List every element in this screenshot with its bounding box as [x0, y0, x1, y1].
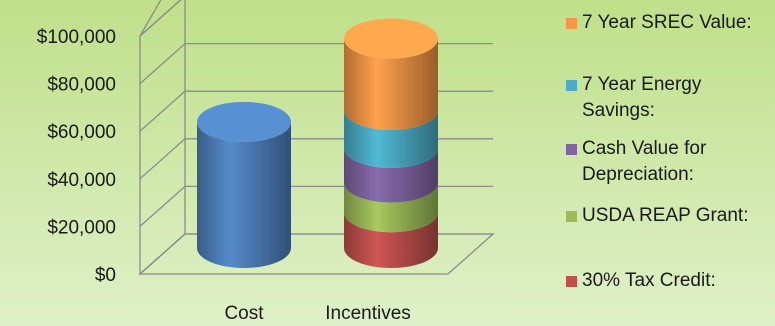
bar-incentives-energy-savings	[344, 109, 438, 169]
legend-swatch-energy-savings	[566, 80, 577, 91]
x-axis: Cost Incentives	[224, 303, 410, 324]
gridline	[139, 0, 182, 37]
legend-label-srec: 7 Year SREC Value:	[582, 12, 752, 33]
bar-cost-body	[197, 121, 291, 268]
bar-incentives-depreciation-body	[344, 148, 438, 203]
bar-incentives-srec	[344, 18, 438, 130]
y-axis: $0 $20,000 $40,000 $60,000 $80,000 $100,000	[37, 27, 116, 286]
side-wall-edge	[139, 0, 162, 37]
y-tick-label: $0	[95, 265, 116, 286]
legend-label-energy-savings: 7 Year Energy Savings:	[582, 74, 702, 121]
bar-incentives-depreciation	[344, 148, 438, 203]
legend-label-reap-grant: USDA REAP Grant:	[582, 205, 749, 226]
bar-incentives-srec-top	[344, 18, 438, 59]
legend: 7 Year SREC Value: 7 Year Energy Savings…	[566, 0, 775, 326]
legend-label-depreciation: Cash Value for Depreciation:	[582, 138, 707, 185]
legend-swatch-depreciation	[566, 144, 577, 155]
x-category-label: Incentives	[325, 303, 411, 324]
bar-incentives-tax-credit-body	[344, 212, 438, 268]
y-tick-label: $40,000	[47, 170, 116, 191]
legend-swatch-reap-grant	[566, 211, 577, 222]
y-tick-label: $60,000	[47, 122, 116, 143]
bars	[197, 18, 438, 268]
x-category-label: Cost	[224, 303, 264, 324]
legend-label-tax-credit: 30% Tax Credit:	[582, 270, 716, 291]
y-tick-label: $20,000	[47, 217, 116, 238]
y-tick-label: $80,000	[47, 75, 116, 96]
bar-incentives-srec-body	[344, 38, 438, 130]
bar-incentives-tax-credit	[344, 212, 438, 268]
y-tick-label: $100,000	[37, 27, 116, 48]
bar-incentives-reap-grant-body	[344, 182, 438, 233]
bar-cost-top	[197, 101, 291, 142]
legend-swatch-tax-credit	[566, 276, 577, 287]
bar-cost	[197, 101, 291, 268]
bar-incentives-energy-savings-body	[344, 109, 438, 169]
legend-swatch-srec	[566, 18, 577, 29]
bar-incentives-reap-grant	[344, 182, 438, 233]
